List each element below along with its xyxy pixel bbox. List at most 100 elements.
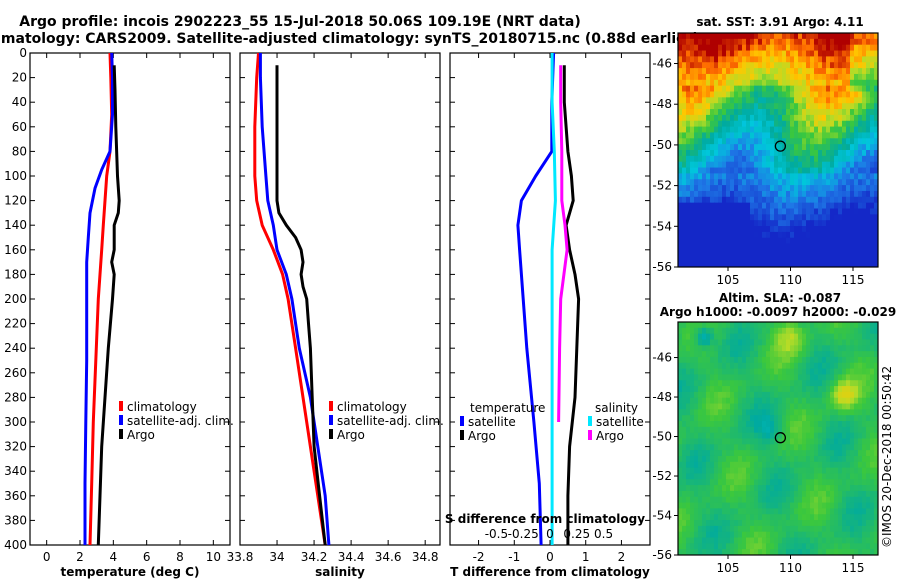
panel-sst-cell: [862, 237, 867, 245]
panel-sst-cell: [750, 249, 755, 256]
panel-sla-cell: [874, 479, 879, 486]
panel-sst-cell: [734, 38, 739, 46]
panel-sst-cell: [830, 126, 835, 133]
panel-sla-cell: [770, 386, 775, 393]
panel-sst-cell: [850, 114, 855, 122]
panel-sla-cell: [786, 543, 791, 550]
panel-sst-cell: [826, 44, 831, 52]
panel-sst-cell: [678, 226, 683, 233]
panel-sla-cell: [774, 351, 779, 358]
panel-sla-cell: [738, 525, 743, 533]
panel-sst-cell: [750, 120, 755, 128]
panel-sst-cell: [786, 50, 791, 57]
panel-sla-cell: [722, 543, 727, 550]
panel-sla-cell: [706, 409, 711, 416]
panel-sst-cell: [826, 144, 831, 151]
panel-sst-cell: [838, 155, 843, 163]
panel-sla-cell: [826, 461, 831, 469]
panel-sla-cell: [846, 467, 851, 474]
panel-sla-cell: [834, 444, 839, 451]
panel-sla-cell: [774, 426, 779, 434]
panel-sla-cell: [702, 345, 707, 352]
panel-sla-cell: [714, 351, 719, 358]
panel-sla-cell: [866, 356, 871, 364]
panel-sst-cell: [850, 132, 855, 139]
panel-sst-cell: [734, 120, 739, 128]
panel-sst-cell: [866, 150, 871, 157]
panel-sst-cell: [810, 79, 815, 87]
panel-sst-cell: [822, 261, 827, 268]
panel-sst-cell: [758, 132, 763, 139]
panel-sla-cell: [838, 345, 843, 352]
panel-sla-cell: [798, 397, 803, 405]
panel-sst-cell: [746, 190, 751, 198]
panel-sla-cell: [690, 386, 695, 393]
panel-sla-cell: [718, 525, 723, 533]
panel-sst-cell: [710, 85, 715, 92]
panel-sst-cell: [846, 97, 851, 104]
panel-sla-cell: [862, 333, 867, 340]
panel-sst-cell: [866, 56, 871, 63]
panel-sla-cell: [730, 397, 735, 405]
panel-sla-cell: [766, 339, 771, 346]
panel-sst-cell: [866, 196, 871, 204]
panel-sst-cell: [766, 44, 771, 52]
panel-sst-cell: [814, 202, 819, 209]
panel-sst-cell: [826, 97, 831, 104]
panel-sst-cell: [702, 62, 707, 69]
panel-sla-cell: [694, 496, 699, 504]
panel-sla-cell: [778, 391, 783, 399]
panel-sla-cell: [802, 490, 807, 498]
panel-sst-cell: [726, 196, 731, 204]
difference-xtick-label: -2: [473, 550, 485, 564]
panel-sst-cell: [790, 50, 795, 57]
panel-sst-cell: [726, 85, 731, 92]
panel-sst-cell: [686, 196, 691, 204]
panel-sla-cell: [830, 520, 835, 527]
panel-sst-cell: [754, 208, 759, 215]
panel-sst-cell: [874, 231, 879, 239]
panel-sla-cell: [718, 520, 723, 527]
panel-sst-cell: [686, 150, 691, 157]
panel-sla-cell: [750, 455, 755, 463]
panel-sst-cell: [678, 249, 683, 256]
panel-sst-cell: [806, 114, 811, 122]
panel-sst-cell: [790, 161, 795, 169]
panel-sla-cell: [794, 537, 799, 544]
panel-sla-cell: [678, 397, 683, 405]
panel-sla-cell: [826, 525, 831, 533]
panel-sst-cell: [874, 243, 879, 250]
panel-sla-cell: [730, 537, 735, 544]
panel-sst-cell: [814, 114, 819, 122]
panel-sst-cell: [726, 38, 731, 46]
panel-sla-cell: [818, 432, 823, 440]
panel-sla-cell: [782, 409, 787, 416]
panel-sla-cell: [710, 426, 715, 434]
panel-sla-cell: [870, 450, 875, 457]
panel-sla-cell: [718, 531, 723, 539]
panel-sst-cell: [866, 161, 871, 169]
panel-sla-cell: [754, 525, 759, 533]
panel-sla-cell: [818, 380, 823, 387]
panel-sla-cell: [714, 531, 719, 539]
panel-sst-cell: [870, 91, 875, 98]
panel-sst-cell: [786, 97, 791, 104]
panel-sla-cell: [746, 514, 751, 521]
panel-sst-cell: [846, 114, 851, 122]
panel-sla-cell: [762, 438, 767, 445]
panel-sst-cell: [866, 237, 871, 245]
panel-sla-cell: [742, 479, 747, 486]
panel-sla-cell: [726, 386, 731, 393]
panel-sla-cell: [794, 455, 799, 463]
panel-sla-cell: [834, 432, 839, 440]
panel-sla-cell: [858, 531, 863, 539]
panel-sst-cell: [830, 114, 835, 122]
panel-sla-cell: [758, 490, 763, 498]
panel-sst-cell: [826, 237, 831, 245]
panel-sla-cell: [870, 432, 875, 440]
panel-sst-cell: [694, 161, 699, 169]
panel-sst-cell: [766, 56, 771, 63]
panel-sst-cell: [758, 109, 763, 116]
panel-sla-cell: [874, 432, 879, 440]
panel-sst-cell: [686, 220, 691, 227]
